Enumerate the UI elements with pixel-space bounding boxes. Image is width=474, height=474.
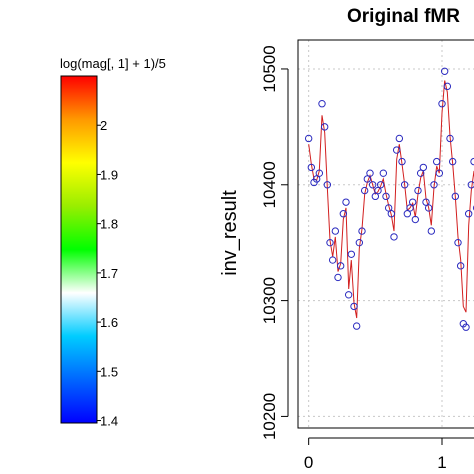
colorbar-tick-label: 2 [100,118,107,133]
data-point [326,238,334,247]
x-tick-label: 1 [437,453,446,472]
colorbar-tick-label: 1.7 [100,266,118,281]
data-point [342,198,350,206]
data-point [430,181,438,189]
data-point [355,238,364,247]
data-point [339,210,348,218]
y-axis-label: inv_result [219,190,241,276]
data-point [462,323,470,331]
data-point [408,198,417,206]
data-point [312,175,321,183]
data-point [366,169,374,177]
data-point [424,204,433,212]
y-tick-label: 10200 [260,393,279,440]
data-point [363,175,372,183]
scatter-panel: Original fMR inv_result 1020010300104001… [219,6,474,472]
data-point [403,210,412,218]
data-point [304,134,313,143]
data-point [376,181,385,189]
data-point [318,100,326,108]
data-point [336,262,345,270]
data-point [392,146,401,154]
data-point [454,238,462,247]
colorbar-title: log(mag[, 1] + 1)/5 [60,56,166,71]
data-point [307,163,316,172]
data-point [448,157,457,166]
y-tick-label: 10300 [260,277,279,324]
data-point [315,169,324,177]
data-point [384,204,393,212]
data-point [371,192,380,201]
data-point [328,256,337,264]
colorbar-ticks: 2 1.9 1.8 1.7 1.6 1.5 1.4 [97,118,118,429]
y-axis: 10200 10300 10400 10500 [260,45,289,440]
data-point [451,192,460,201]
plot-frame [297,39,474,429]
colorbar-strip [60,75,98,424]
data-point [438,100,446,108]
data-point [320,123,329,131]
data-point [344,291,353,299]
data-point [446,134,454,143]
data-point [374,186,382,195]
data-point [400,181,409,189]
colorbar-tick-label: 1.8 [100,217,118,232]
data-point [390,233,398,241]
colorbar-tick-label: 1.6 [100,315,118,330]
data-point [406,204,414,212]
data-point [443,82,452,91]
colorbar-tick-label: 1.4 [100,414,118,429]
data-point [419,163,428,172]
data-point [382,192,390,201]
colorbar-panel: log(mag[, 1] + 1)/5 2 1.9 1.8 1.7 1.6 1.5 1.4 [60,56,166,429]
data-point [395,134,404,143]
data-point [379,169,388,177]
data-point [435,169,444,177]
data-point [352,322,361,330]
data-point [368,181,377,189]
data-point [414,186,422,195]
colorbar-tick-label: 1.9 [100,167,118,182]
fitted-line [308,80,474,319]
data-point [472,205,474,211]
data-point [427,227,436,235]
data-point [422,198,430,206]
data-point [440,67,449,75]
data-point [411,215,420,224]
data-point [358,227,366,235]
plot-title: Original fMR [347,6,460,27]
data-point [432,157,441,166]
data-point [398,157,406,166]
x-tick-label: 0 [304,453,313,472]
data-point [350,302,358,311]
data-point [360,186,369,195]
data-point [467,181,474,189]
colorbar-tick-label: 1.5 [100,364,118,379]
y-tick-label: 10500 [260,45,279,92]
grid-lines [298,40,474,428]
data-point [334,273,342,282]
y-tick-label: 10400 [260,161,279,208]
data-point [464,210,473,218]
data-point [416,169,425,177]
data-point [387,210,396,218]
data-point [456,262,465,270]
data-series [304,67,474,331]
data-point [331,227,340,235]
data-point [323,181,332,189]
data-point [347,250,356,258]
